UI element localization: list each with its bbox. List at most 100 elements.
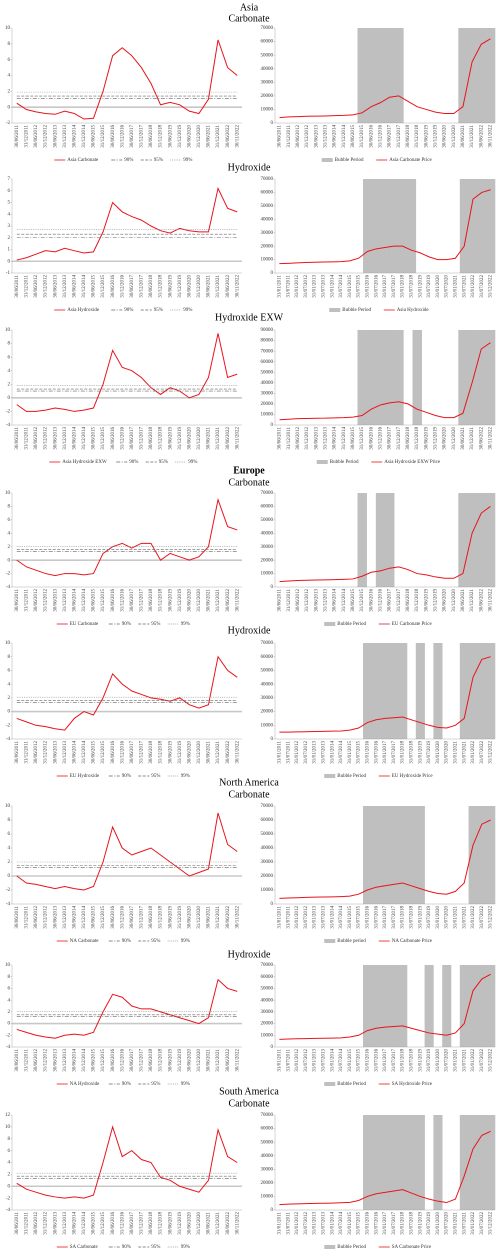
x-tick-label: 31/12/2012 bbox=[44, 589, 49, 612]
bubble-bar bbox=[371, 965, 381, 1047]
x-tick-label: 31/12/2022 bbox=[489, 741, 494, 764]
x-tick-label: 30/06/2011 bbox=[278, 125, 283, 148]
chart-panel: 0 10000 20000 30000 40000 50000 60000 70000 30/0… bbox=[261, 491, 496, 627]
x-tick-label: 31/01/2014 bbox=[330, 1212, 335, 1235]
x-tick-label: 31/01/2013 bbox=[313, 906, 318, 929]
x-tick-label: 30/06/2012 bbox=[34, 275, 39, 298]
bubble-bar bbox=[477, 965, 487, 1047]
y-tick-label: 6 bbox=[8, 58, 11, 63]
bubble-bar bbox=[486, 179, 496, 273]
x-tick-label: 31/12/2020 bbox=[197, 906, 202, 929]
x-tick-label: 31/07/2012 bbox=[304, 741, 309, 764]
bubble-bar bbox=[458, 493, 468, 587]
x-tick-label: 31/01/2013 bbox=[313, 741, 318, 764]
x-tick-label: 31/07/2021 bbox=[462, 1049, 467, 1072]
x-tick-label: 31/07/2016 bbox=[374, 275, 379, 298]
x-tick-label: 30/06/2012 bbox=[34, 427, 39, 450]
x-tick-label: 31/07/2014 bbox=[339, 1212, 344, 1235]
x-tick-label: 31/01/2017 bbox=[383, 741, 388, 764]
y-tick-label: 4 bbox=[8, 369, 11, 374]
x-tick-label: 31/12/2011 bbox=[287, 125, 292, 148]
y-tick-label: -2 bbox=[6, 410, 11, 415]
x-tick-label: 31/12/2014 bbox=[82, 275, 87, 298]
series-line bbox=[16, 1125, 238, 1199]
y-tick-label: -2 bbox=[6, 723, 11, 728]
x-tick-label: 31/07/2013 bbox=[322, 906, 327, 929]
legend-label: 95% bbox=[154, 158, 163, 163]
y-tick-label: 8 bbox=[8, 342, 11, 347]
series-line bbox=[279, 38, 491, 119]
y-tick-label: 30000 bbox=[261, 80, 274, 85]
y-tick-label: 0 bbox=[271, 737, 274, 742]
x-tick-label: 31/01/2011 bbox=[278, 275, 283, 298]
y-tick-label: 40000 bbox=[261, 998, 274, 1003]
x-tick-label: 31/12/2012 bbox=[44, 1049, 49, 1072]
bubble-bar bbox=[458, 330, 468, 425]
x-tick-label: 30/06/2015 bbox=[351, 589, 356, 612]
x-tick-label: 30/06/2014 bbox=[72, 1212, 77, 1235]
x-tick-label: 31/01/2015 bbox=[348, 1212, 353, 1235]
bubble-bar bbox=[357, 493, 367, 587]
x-tick-label: 31/07/2022 bbox=[480, 275, 485, 298]
x-tick-label: 31/12/2021 bbox=[216, 125, 221, 148]
y-tick-label: 0 bbox=[8, 558, 11, 563]
x-tick-label: 30/06/2011 bbox=[15, 1212, 20, 1235]
x-tick-label: 30/11/2022 bbox=[235, 427, 240, 450]
x-tick-label: 31/12/2019 bbox=[434, 589, 439, 612]
x-tick-label: 30/06/2022 bbox=[226, 1212, 231, 1235]
y-tick-label: -1 bbox=[6, 271, 11, 276]
y-tick-label: 0 bbox=[8, 396, 11, 401]
x-tick-label: 31/07/2019 bbox=[427, 906, 432, 929]
y-tick-label: 70000 bbox=[261, 491, 274, 496]
y-tick-label: 10000 bbox=[261, 413, 274, 418]
legend-label: 99% bbox=[181, 774, 190, 779]
x-tick-label: 30/06/2011 bbox=[278, 589, 283, 612]
bubble-bar bbox=[357, 330, 367, 425]
x-tick-label: 30/06/2013 bbox=[314, 589, 319, 612]
y-tick-label: 0 bbox=[271, 423, 274, 428]
y-tick-label: 70000 bbox=[261, 804, 274, 809]
bubble-bar bbox=[486, 806, 496, 904]
x-tick-label: 31/12/2012 bbox=[44, 1212, 49, 1235]
bubble-bar bbox=[389, 806, 399, 904]
x-tick-label: 30/06/2021 bbox=[207, 1049, 212, 1072]
x-tick-label: 30/06/2016 bbox=[111, 427, 116, 450]
x-tick-label: 30/06/2011 bbox=[15, 589, 20, 612]
x-tick-label: 31/12/2014 bbox=[82, 741, 87, 764]
x-tick-label: 31/07/2019 bbox=[427, 741, 432, 764]
y-tick-label: 2 bbox=[8, 545, 11, 550]
x-tick-label: 31/12/2013 bbox=[63, 589, 68, 612]
x-tick-label: 31/12/2018 bbox=[415, 125, 420, 148]
x-tick-label: 31/12/2017 bbox=[140, 1049, 145, 1072]
y-tick-label: 40000 bbox=[261, 67, 274, 72]
x-tick-label: 30/06/2017 bbox=[130, 1049, 135, 1072]
y-tick-label: 20000 bbox=[261, 1181, 274, 1186]
x-tick-label: 31/12/2018 bbox=[415, 589, 420, 612]
y-tick-label: 0 bbox=[8, 874, 11, 879]
x-tick-label: 31/07/2016 bbox=[374, 1049, 379, 1072]
bubble-bar bbox=[389, 179, 399, 273]
x-tick-label: 31/01/2017 bbox=[383, 1212, 388, 1235]
x-tick-label: 31/12/2012 bbox=[305, 427, 310, 450]
chart-panel: -4 -2 0 2 4 6 8 10 12 30/06/2011 31/12/2011 30/06/2… bbox=[5, 1113, 242, 1250]
x-tick-label: 30/06/2015 bbox=[92, 1049, 97, 1072]
x-tick-label: 31/07/2018 bbox=[410, 906, 415, 929]
x-tick-label: 30/06/2017 bbox=[130, 1212, 135, 1235]
x-tick-label: 31/12/2011 bbox=[25, 427, 30, 450]
bubble-bar bbox=[375, 493, 386, 587]
x-tick-label: 31/07/2012 bbox=[304, 275, 309, 298]
bubble-bar bbox=[458, 28, 468, 123]
y-tick-label: 30000 bbox=[261, 860, 274, 865]
section-heading: Asia bbox=[240, 2, 259, 13]
x-tick-label: 31/12/2019 bbox=[178, 1212, 183, 1235]
bubble-bar bbox=[459, 1115, 469, 1210]
y-tick-label: 60000 bbox=[261, 505, 274, 510]
x-tick-label: 31/12/2020 bbox=[197, 589, 202, 612]
x-tick-label: 31/01/2011 bbox=[278, 1049, 283, 1072]
x-tick-label: 31/01/2012 bbox=[295, 1212, 300, 1235]
legend-label: 95% bbox=[151, 1245, 160, 1250]
x-tick-label: 31/12/2013 bbox=[63, 741, 68, 764]
bubble-bar bbox=[380, 806, 390, 904]
y-tick-label: 10 bbox=[5, 1125, 11, 1130]
x-tick-label: 30/06/2013 bbox=[314, 125, 319, 148]
